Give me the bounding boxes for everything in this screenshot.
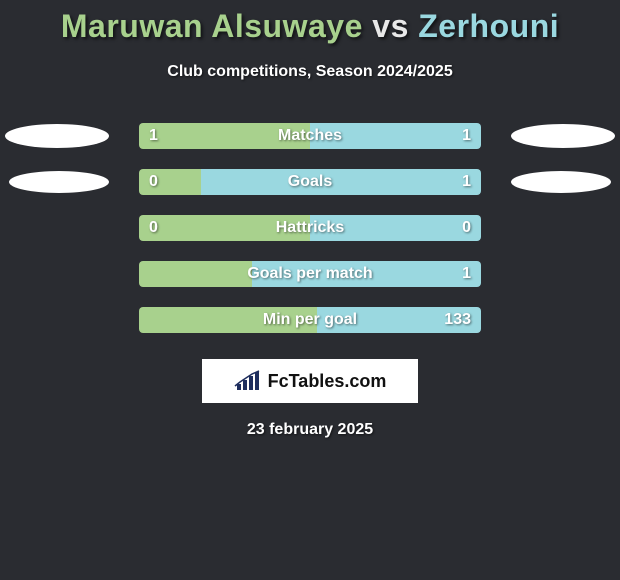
metric-label: Hattricks [139,215,481,241]
oval-right [511,124,615,148]
title-vs: vs [372,8,409,44]
oval-right [511,171,611,193]
subtitle: Club competitions, Season 2024/2025 [0,63,620,81]
stat-bar: 1Goals per match [139,261,481,287]
metric-label: Goals [139,169,481,195]
stat-bar: 00Hattricks [139,215,481,241]
title-player2: Zerhouni [418,8,559,44]
stat-bar: 11Matches [139,123,481,149]
date-text: 23 february 2025 [0,421,620,439]
comparison-row: 133Min per goal [0,307,620,333]
branding-box: FcTables.com [202,359,418,403]
stat-bar: 01Goals [139,169,481,195]
metric-label: Min per goal [139,307,481,333]
comparison-row: 11Matches [0,123,620,149]
title-player1: Maruwan Alsuwaye [61,8,363,44]
page-title: Maruwan Alsuwaye vs Zerhouni [0,0,620,45]
comparison-row: 1Goals per match [0,261,620,287]
metric-label: Goals per match [139,261,481,287]
comparison-rows: 11Matches 01Goals 00Hattricks 1Goals per ma… [0,123,620,333]
metric-label: Matches [139,123,481,149]
comparison-row: 01Goals [0,169,620,195]
chart-icon [234,370,262,392]
oval-left [9,171,109,193]
branding-text: FcTables.com [268,371,387,392]
comparison-row: 00Hattricks [0,215,620,241]
stat-bar: 133Min per goal [139,307,481,333]
oval-left [5,124,109,148]
